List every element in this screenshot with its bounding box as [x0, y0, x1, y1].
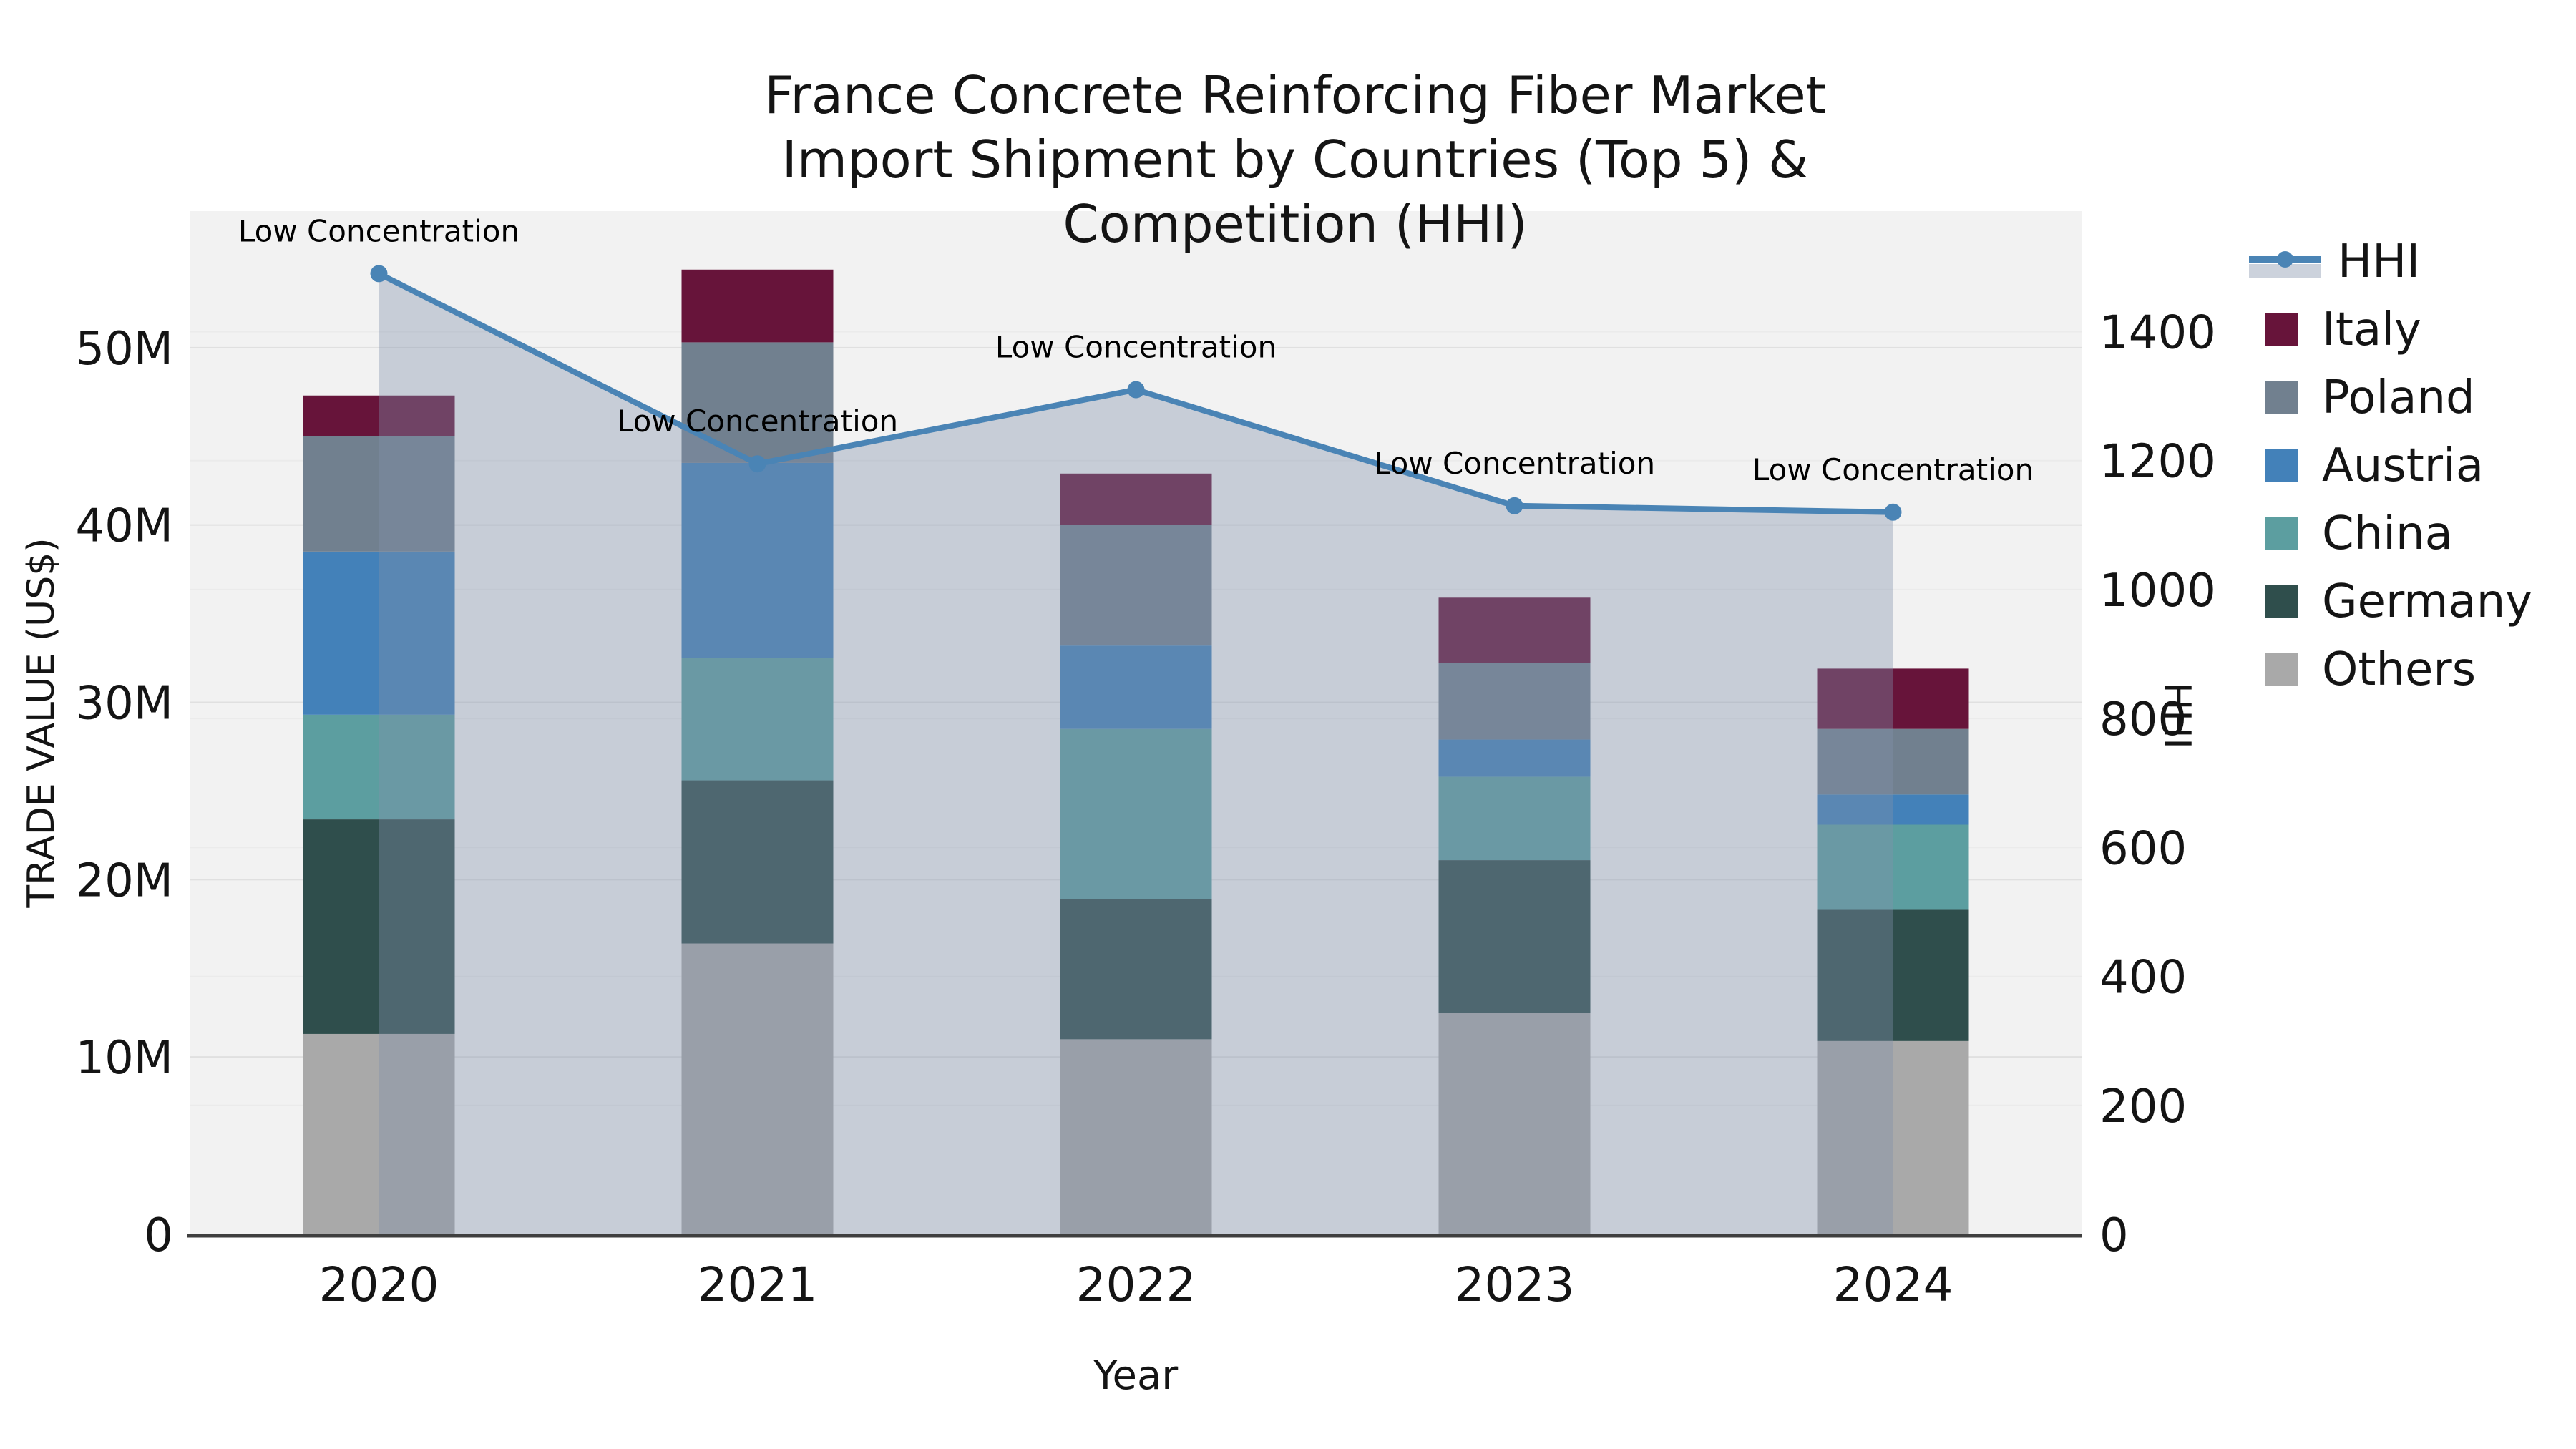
bar-segment-germany-2021 — [681, 780, 834, 944]
bar-segment-others-2023 — [1438, 1013, 1591, 1234]
hhi-marker-icon — [2277, 250, 2293, 268]
bar-segment-others-2021 — [681, 943, 834, 1234]
legend-item-others: Others — [2265, 635, 2532, 703]
bar-segment-germany-2020 — [303, 819, 455, 1034]
legend-label-hhi: HHI — [2338, 235, 2421, 288]
bar-segment-germany-2023 — [1438, 860, 1591, 1013]
legend-swatch-germany — [2265, 585, 2298, 618]
bar-segment-china-2023 — [1438, 776, 1591, 861]
left-axis-label: TRADE VALUE (US$) — [20, 537, 63, 908]
legend-swatch-italy — [2265, 313, 2298, 346]
legend-item-germany: Germany — [2265, 567, 2532, 635]
annotation-2024: Low Concentration — [1752, 452, 2034, 487]
legend-label-germany: Germany — [2322, 575, 2533, 628]
legend-label-italy: Italy — [2322, 303, 2421, 356]
y-right-tick-400: 400 — [2099, 952, 2187, 1005]
bar-segment-others-2024 — [1817, 1040, 1969, 1234]
title-line-2: Import Shipment by Countries (Top 5) & C… — [781, 130, 1809, 254]
right-axis-label: HHI — [2155, 682, 2198, 749]
legend-label-china: China — [2322, 507, 2453, 560]
bar-segment-italy-2024 — [1817, 668, 1969, 729]
y-right-tick-800: 800 — [2099, 693, 2187, 746]
y-right-tick-0: 0 — [2099, 1209, 2129, 1262]
bar-segment-austria-2023 — [1438, 739, 1591, 777]
chart-title: France Concrete Reinforcing Fiber Market… — [644, 63, 1946, 256]
legend-swatch-china — [2265, 517, 2298, 550]
legend: HHI Italy Poland Austria China Germany Others — [2249, 228, 2532, 703]
bar-segment-germany-2024 — [1817, 909, 1969, 1041]
hhi-marker-2024 — [1884, 503, 1902, 521]
bar-segment-italy-2023 — [1438, 597, 1591, 663]
bar-segment-austria-2024 — [1817, 794, 1969, 825]
annotation-2022: Low Concentration — [995, 330, 1277, 365]
annotation-2021: Low Concentration — [617, 404, 898, 439]
legend-swatch-austria — [2265, 449, 2298, 482]
hhi-area-swatch — [2249, 263, 2321, 278]
x-tick-2024: 2024 — [1833, 1257, 1953, 1312]
x-tick-2021: 2021 — [698, 1257, 818, 1312]
y-left-tick-50M: 50M — [75, 323, 173, 376]
y-right-tick-600: 600 — [2099, 822, 2187, 875]
title-line-1: France Concrete Reinforcing Fiber Market — [764, 65, 1826, 125]
y-right-tick-1200: 1200 — [2099, 436, 2216, 489]
y-left-tick-30M: 30M — [75, 677, 173, 730]
bar-segment-italy-2022 — [1060, 473, 1212, 525]
bar-segment-austria-2020 — [303, 551, 455, 715]
hhi-marker-2022 — [1127, 381, 1145, 399]
bar-segment-poland-2024 — [1817, 728, 1969, 795]
bar-segment-poland-2023 — [1438, 663, 1591, 740]
y-left-tick-10M: 10M — [75, 1032, 173, 1085]
legend-swatch-others — [2265, 653, 2298, 686]
legend-label-poland: Poland — [2322, 371, 2475, 424]
bar-segment-italy-2021 — [681, 269, 834, 343]
legend-item-austria: Austria — [2265, 431, 2532, 499]
annotation-2023: Low Concentration — [1374, 446, 1655, 481]
x-tick-2022: 2022 — [1076, 1257, 1196, 1312]
legend-label-others: Others — [2322, 643, 2477, 696]
y-right-tick-200: 200 — [2099, 1080, 2187, 1133]
y-left-tick-20M: 20M — [75, 854, 173, 907]
annotation-2020: Low Concentration — [238, 213, 519, 248]
bar-segment-austria-2022 — [1060, 645, 1212, 729]
bar-segment-poland-2020 — [303, 436, 455, 552]
legend-swatch-poland — [2265, 381, 2298, 414]
bar-segment-poland-2022 — [1060, 525, 1212, 646]
bar-segment-china-2020 — [303, 714, 455, 820]
legend-item-china: China — [2265, 499, 2532, 567]
y-left-tick-0: 0 — [144, 1209, 173, 1262]
hhi-marker-2021 — [748, 455, 766, 473]
legend-item-poland: Poland — [2265, 364, 2532, 431]
bar-segment-china-2022 — [1060, 728, 1212, 899]
bar-segment-austria-2021 — [681, 462, 834, 658]
hhi-marker-2020 — [370, 265, 388, 283]
hhi-legend-patch-icon — [2249, 245, 2321, 278]
y-right-tick-1000: 1000 — [2099, 565, 2216, 618]
bar-segment-others-2022 — [1060, 1039, 1212, 1234]
y-left-tick-40M: 40M — [75, 500, 173, 553]
hhi-marker-2023 — [1506, 497, 1523, 514]
y-right-tick-1400: 1400 — [2099, 307, 2216, 360]
x-axis-label: Year — [1093, 1352, 1179, 1399]
x-tick-2023: 2023 — [1455, 1257, 1575, 1312]
bar-segment-germany-2022 — [1060, 899, 1212, 1040]
legend-item-italy: Italy — [2265, 296, 2532, 364]
bar-segment-others-2020 — [303, 1033, 455, 1234]
legend-item-hhi: HHI — [2249, 228, 2532, 296]
bar-segment-poland-2021 — [681, 342, 834, 463]
legend-label-austria: Austria — [2322, 439, 2484, 492]
bar-segment-italy-2020 — [303, 395, 455, 436]
bar-segment-china-2024 — [1817, 824, 1969, 910]
bar-segment-china-2021 — [681, 658, 834, 781]
x-tick-2020: 2020 — [319, 1257, 439, 1312]
